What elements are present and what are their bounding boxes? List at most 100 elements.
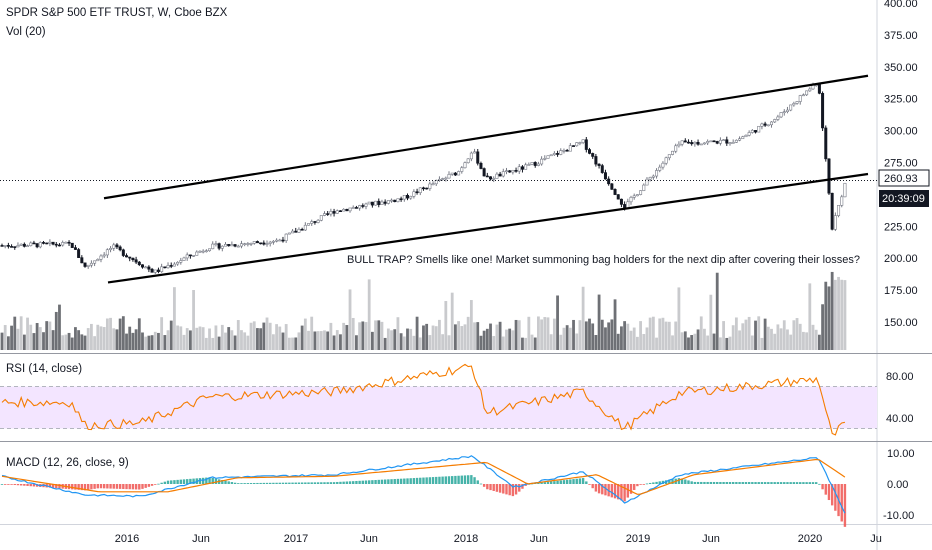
volume-bar [712, 333, 716, 350]
candle-body [406, 195, 410, 199]
macd-tick-label: 0.00 [887, 479, 908, 491]
channel-lower-line[interactable] [107, 172, 869, 284]
volume-bar [265, 317, 269, 350]
channel-upper-line[interactable] [103, 74, 869, 200]
macd-histogram-bar [565, 479, 569, 484]
volume-bar [16, 328, 20, 350]
volume-bar [645, 327, 649, 350]
volume-bar [58, 304, 61, 350]
candle-body [13, 246, 17, 248]
macd-histogram-bar [387, 479, 390, 484]
price-tick-label: 175.00 [884, 285, 918, 297]
macd-histogram-bar [48, 484, 52, 488]
macd-histogram-bar [230, 482, 234, 484]
volume-bar [782, 320, 786, 350]
macd-histogram-bar [508, 484, 511, 496]
candle-body [843, 182, 847, 198]
macd-histogram-bar [779, 482, 783, 484]
price-pane[interactable] [0, 0, 877, 353]
macd-histogram-bar [272, 482, 275, 484]
candle-body [354, 207, 358, 209]
macd-histogram-bar [118, 484, 122, 489]
candle-body [262, 242, 266, 245]
volume-bar [517, 320, 521, 350]
macd-histogram-bar [549, 481, 553, 484]
macd-histogram-bar [291, 482, 294, 484]
volume-bar [271, 334, 275, 350]
candle-body [552, 153, 556, 156]
macd-histogram-bar [176, 479, 179, 484]
candle-body [275, 239, 279, 242]
candle-body [833, 215, 837, 230]
volume-bar [699, 316, 703, 350]
macd-histogram-bar [173, 480, 176, 484]
volume-bar [105, 318, 109, 350]
candle-body [61, 242, 65, 246]
macd-histogram-bar [514, 484, 518, 495]
macd-histogram-bar [367, 480, 371, 484]
volume-bar [390, 330, 393, 350]
macd-histogram-bar [269, 482, 272, 484]
candle-body [70, 242, 74, 248]
volume-bar [307, 330, 310, 350]
macd-tick-label: -10.00 [883, 510, 914, 522]
macd-histogram-bar [166, 480, 170, 484]
macd-histogram-bar [818, 483, 821, 485]
volume-bar [281, 332, 285, 350]
macd-histogram-bar [141, 484, 144, 489]
rsi-tick-label: 40.00 [886, 413, 914, 425]
candle-body [734, 139, 738, 143]
time-tick-label: 2019 [626, 533, 650, 545]
time-tick-label: 2018 [454, 533, 478, 545]
candle-body [463, 162, 467, 169]
candle-body [715, 141, 719, 144]
volume-bar [811, 324, 815, 350]
volume-bar [10, 325, 13, 350]
candle-body [782, 111, 786, 114]
macd-histogram-bar [747, 482, 751, 484]
candle-body [718, 139, 722, 144]
volume-bar [616, 333, 620, 350]
candle-body [220, 245, 224, 249]
volume-bar [201, 327, 205, 350]
candle-body [185, 254, 189, 259]
volume-bar [447, 335, 451, 350]
candle-body [386, 200, 390, 204]
macd-histogram-bar [623, 484, 626, 502]
macd-histogram-bar [479, 483, 483, 485]
volume-bar [19, 316, 23, 350]
macd-histogram-bar [578, 478, 582, 484]
candle-body [233, 244, 237, 247]
macd-histogram-bar [546, 481, 550, 484]
macd-histogram-bar [240, 483, 243, 484]
macd-histogram-bar [80, 484, 84, 491]
macd-histogram-bar [58, 484, 61, 489]
volume-bar [418, 337, 422, 350]
candle-body [169, 265, 173, 267]
volume-bar [48, 321, 52, 350]
volume-bar [412, 335, 416, 350]
candle-body [514, 170, 518, 172]
candle-body [501, 171, 505, 177]
macd-histogram-bar [90, 484, 93, 490]
candle-body [172, 263, 176, 267]
candle-body [549, 154, 553, 157]
candle-body [204, 250, 208, 253]
macd-histogram-bar [581, 478, 585, 484]
volume-bar [530, 334, 534, 350]
macd-histogram-bar [77, 484, 80, 490]
annotation-text[interactable]: BULL TRAP? Smells like one! Market summo… [347, 254, 860, 266]
volume-bar [802, 331, 805, 350]
volume-bar [457, 321, 460, 350]
countdown-tag [879, 190, 929, 207]
volume-bar [339, 334, 342, 350]
volume-bar [214, 325, 218, 350]
price-tick-label: 325.00 [884, 94, 918, 106]
candle-body [38, 242, 42, 248]
volume-bar [754, 320, 757, 350]
candle-body [536, 163, 540, 166]
volume-bar [361, 321, 365, 350]
macd-histogram-bar [300, 482, 304, 484]
macd-histogram-bar [253, 482, 256, 484]
